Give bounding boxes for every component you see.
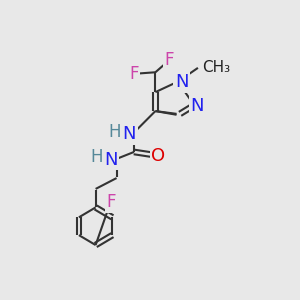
Text: H: H [90,148,103,166]
Text: N: N [190,98,203,116]
Text: H: H [109,123,121,141]
Text: F: F [129,65,139,83]
Text: N: N [104,151,118,169]
Text: F: F [106,193,116,211]
Text: CH₃: CH₃ [202,60,231,75]
Text: N: N [123,125,136,143]
Text: O: O [151,147,166,165]
Text: F: F [164,51,174,69]
Text: N: N [175,73,188,91]
